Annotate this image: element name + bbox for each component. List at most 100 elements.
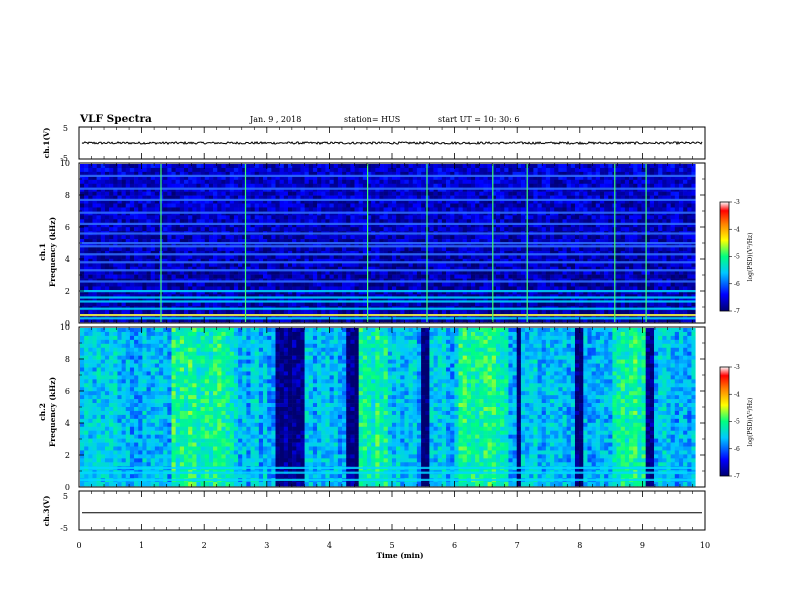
spectrogram-cell <box>408 250 414 256</box>
spectrogram-cell <box>233 223 239 228</box>
spectrogram-cell <box>308 223 314 228</box>
spectrogram-cell <box>475 318 480 323</box>
spectrogram-cell <box>217 246 222 252</box>
spectrogram-cell <box>541 290 547 295</box>
spectrogram-cell <box>337 290 343 295</box>
spectrogram-cell <box>217 254 222 260</box>
spectrogram-cell <box>441 318 447 323</box>
spectrogram-cell <box>579 302 584 307</box>
spectrogram-cell <box>533 246 538 252</box>
spectrogram-cell <box>433 302 439 307</box>
spectrogram-cell <box>387 183 393 188</box>
spectrogram-cell <box>213 167 218 173</box>
spectrogram-cell <box>150 227 156 232</box>
spectrogram-cell <box>491 191 497 196</box>
spectrogram-cell <box>267 239 272 244</box>
spectrogram-cell <box>233 266 239 271</box>
spectrogram-cell <box>163 266 168 271</box>
spectrogram-cell <box>246 286 251 291</box>
spectrogram-cell <box>229 167 235 173</box>
spectrogram-cell <box>354 254 359 260</box>
spectrogram-cell <box>367 282 372 287</box>
spectrogram-cell <box>529 314 534 319</box>
spectrogram-cell <box>142 167 147 173</box>
spectrogram-cell <box>500 282 505 287</box>
spectrogram-cell <box>337 195 343 200</box>
spectrogram-cell <box>100 227 106 232</box>
spectrogram-cell <box>408 254 414 260</box>
spectrogram-cell <box>441 183 447 188</box>
spectrogram-cell <box>570 191 576 196</box>
spectrogram-cell <box>129 227 135 232</box>
spectrogram-cell <box>287 179 293 185</box>
spectrogram-cell <box>113 207 118 212</box>
spectrogram-cell <box>545 310 551 315</box>
spectrogram-cell <box>466 274 472 279</box>
spectrogram-cell <box>188 302 193 307</box>
spectrogram-cell <box>437 274 443 279</box>
spectrogram-cell <box>346 183 351 188</box>
spectrogram-cell <box>350 179 355 185</box>
spectrogram-cell <box>466 215 472 220</box>
spectrogram-cell <box>279 286 285 291</box>
spectrogram-cell <box>100 187 106 192</box>
ch1-waveform-ticks <box>78 127 706 159</box>
spectrogram-cell <box>350 270 355 275</box>
spectrogram-cell <box>125 191 131 196</box>
spectrogram-cell <box>92 266 97 271</box>
spectrogram-cell <box>391 171 397 177</box>
spectrogram-cell <box>404 175 409 181</box>
spectrogram-cell <box>233 183 239 188</box>
spectrogram-cell <box>125 203 131 208</box>
spectrogram-cell <box>375 219 380 224</box>
spectrogram-cell <box>246 318 251 323</box>
spectrogram-cell <box>550 314 555 319</box>
spectrogram-cell <box>292 207 297 212</box>
spectrogram-cell <box>504 246 509 252</box>
spectrogram-cell <box>570 310 576 315</box>
spectrogram-cell <box>134 310 139 315</box>
spectrogram-cell <box>337 314 343 319</box>
spectrogram-cell <box>454 171 459 177</box>
spectrogram-cell <box>491 250 497 256</box>
spectrogram-cell <box>342 199 347 204</box>
spectrogram-cell <box>233 219 239 224</box>
spectrogram-cell <box>154 282 160 287</box>
spectrogram-cell <box>342 262 347 267</box>
spectrogram-cell <box>354 179 359 185</box>
spectrogram-cell <box>483 282 488 287</box>
spectrogram-cell <box>508 282 513 287</box>
spectrogram-cell <box>520 203 526 208</box>
spectrogram-cell <box>441 239 447 244</box>
spectrogram-cell <box>487 310 493 315</box>
spectrogram-cell <box>154 175 160 181</box>
spectrogram-cell <box>229 290 235 295</box>
spectrogram-cell <box>462 314 468 319</box>
spectrogram-cell <box>487 266 493 271</box>
spectrogram-cell <box>275 164 280 169</box>
spectrogram-cell <box>346 187 351 192</box>
spectrogram-cell <box>250 290 255 295</box>
spectrogram-cell <box>242 223 247 228</box>
spectrogram-cell <box>454 207 459 212</box>
spectrogram-cell <box>304 258 310 264</box>
spectrogram-cell <box>512 215 518 220</box>
spectrogram-cell <box>192 262 197 267</box>
spectrogram-cell <box>175 203 181 208</box>
spectrogram-cell <box>167 175 172 181</box>
spectrogram-cell <box>520 246 526 252</box>
spectrogram-cell <box>429 314 434 319</box>
spectrogram-cell <box>267 254 272 260</box>
spectrogram-cell <box>462 274 468 279</box>
spectrogram-cell <box>258 239 264 244</box>
spectrogram-cell <box>84 239 89 244</box>
spectrogram-cell <box>188 167 193 173</box>
spectrogram-cell <box>537 270 543 275</box>
spectrogram-cell <box>574 258 580 264</box>
spectrogram-cell <box>154 167 160 173</box>
spectrogram-cell <box>545 227 551 232</box>
spectrogram-cell <box>570 290 576 295</box>
spectrogram-cell <box>109 227 114 232</box>
spectrogram-cell <box>329 290 335 295</box>
spectrogram-cell <box>250 266 255 271</box>
